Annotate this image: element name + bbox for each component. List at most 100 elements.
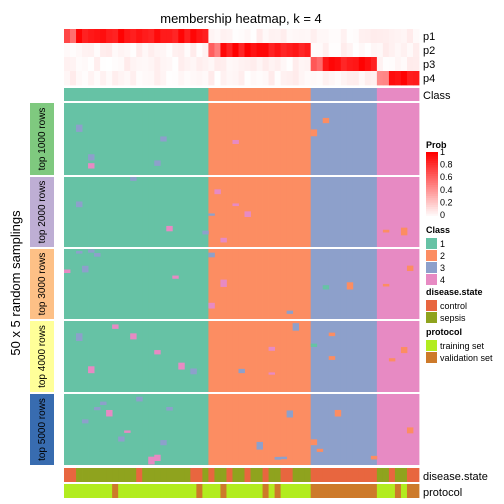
disease-state-legend-label: control [440, 301, 467, 311]
row-group-bar [30, 249, 54, 319]
sampling-column [250, 177, 257, 247]
membership-cell [394, 57, 402, 72]
sampling-column [100, 321, 107, 392]
sampling-column [196, 103, 203, 175]
membership-cell [100, 57, 107, 72]
protocol-cell [178, 484, 185, 498]
membership-cell [256, 57, 263, 72]
sampling-column [244, 103, 251, 175]
class-cell [70, 88, 77, 101]
disease-state-legend-swatch [426, 300, 437, 311]
class-cell [358, 88, 366, 101]
class-cell [184, 88, 191, 101]
sampling-column [304, 394, 312, 465]
membership-cell [172, 43, 179, 58]
membership-cell [214, 71, 221, 86]
sampling-noise-patch [238, 368, 245, 374]
sampling-column [130, 103, 137, 175]
membership-cell [370, 29, 378, 44]
sampling-column [202, 177, 209, 247]
row-group-label: top 1000 rows [37, 108, 48, 171]
sampling-column [292, 394, 300, 465]
sampling-column [280, 103, 288, 175]
membership-cell [118, 43, 125, 58]
membership-cell [346, 71, 354, 86]
chart-title: membership heatmap, k = 4 [160, 11, 322, 26]
membership-cell [376, 43, 384, 58]
sampling-noise-patch [88, 366, 95, 374]
protocol-cell [70, 484, 77, 498]
membership-cell [94, 71, 101, 86]
sampling-noise-patch [292, 323, 300, 331]
sampling-column [154, 103, 161, 175]
protocol-cell [322, 484, 330, 498]
class-cell [262, 88, 269, 101]
membership-cell [244, 57, 251, 72]
protocol-cell [94, 484, 101, 498]
membership-cell [304, 43, 312, 58]
sampling-column [310, 249, 318, 319]
sampling-column [334, 394, 342, 465]
class-cell [382, 88, 390, 101]
class-legend-label: 4 [440, 275, 445, 285]
membership-cell [328, 71, 336, 86]
membership-cell [184, 29, 191, 44]
sampling-column [118, 394, 125, 465]
sampling-column [154, 249, 161, 319]
sampling-column [190, 394, 197, 465]
protocol-cell [244, 484, 251, 498]
sampling-column [166, 321, 173, 392]
membership-cell [130, 71, 137, 86]
membership-cell [370, 43, 378, 58]
sampling-noise-patch [154, 160, 161, 166]
protocol-cell [382, 484, 390, 498]
class-cell [346, 88, 354, 101]
sampling-column [166, 394, 173, 465]
sampling-noise-patch [220, 237, 227, 243]
prob-gradient-step [426, 174, 438, 177]
membership-row-label: p3 [423, 59, 435, 71]
disease-state-cell [142, 468, 149, 482]
protocol-cell [400, 484, 408, 498]
sampling-column [382, 103, 390, 175]
membership-cell [178, 43, 185, 58]
class-legend-swatch [426, 250, 437, 261]
membership-cell [274, 29, 282, 44]
sampling-column [262, 103, 269, 175]
disease-state-cell [238, 468, 245, 482]
sampling-column [412, 321, 420, 392]
class-legend-label: 1 [440, 239, 445, 249]
membership-cell [250, 71, 257, 86]
prob-tick-label: 0.4 [440, 185, 453, 195]
protocol-cell [334, 484, 342, 498]
sampling-column [76, 321, 83, 392]
class-cell [142, 88, 149, 101]
class-cell [64, 88, 71, 101]
sampling-column [136, 394, 143, 465]
disease-state-cell [412, 468, 420, 482]
protocol-cell [148, 484, 155, 498]
disease-state-cell [148, 468, 155, 482]
sampling-column [310, 321, 318, 392]
membership-cell [310, 43, 318, 58]
sampling-noise-patch [94, 253, 101, 257]
sampling-block-2 [64, 177, 420, 247]
membership-cell [148, 71, 155, 86]
membership-cell [298, 43, 306, 58]
sampling-noise-patch [322, 117, 330, 124]
sampling-column [286, 321, 294, 392]
sampling-column [82, 177, 89, 247]
membership-cell [352, 43, 360, 58]
disease-state-legend-title: disease.state [426, 287, 483, 297]
membership-cell [238, 57, 245, 72]
sampling-column [346, 177, 354, 247]
sampling-column [226, 249, 233, 319]
sampling-column [334, 249, 342, 319]
sampling-column [358, 177, 366, 247]
membership-cell [382, 43, 390, 58]
sampling-column [256, 249, 263, 319]
membership-cell [142, 43, 149, 58]
membership-cell [190, 43, 197, 58]
membership-cell [412, 71, 420, 86]
